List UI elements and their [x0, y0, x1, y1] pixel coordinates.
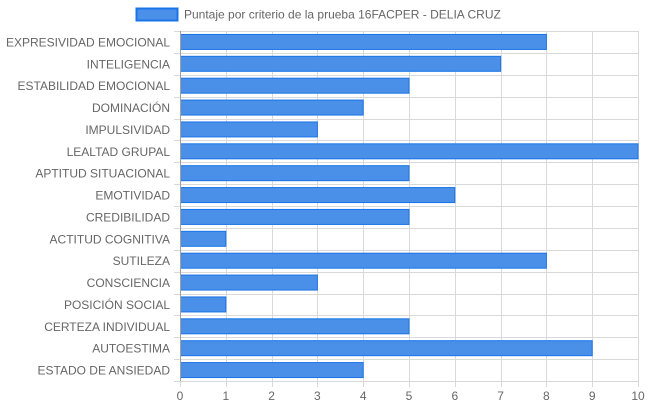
y-tick-label: ESTABILIDAD EMOCIONAL	[18, 79, 171, 93]
y-tick-label: EXPRESIVIDAD EMOCIONAL	[6, 35, 170, 49]
y-tick-labels: EXPRESIVIDAD EMOCIONAL INTELIGENCIA ESTABI…	[6, 35, 170, 377]
bar	[180, 252, 547, 269]
x-tick-label: 7	[497, 389, 504, 403]
x-tick-label: 5	[406, 389, 413, 403]
bar	[180, 143, 639, 160]
y-tick-label: CERTEZA INDIVIDUAL	[44, 320, 170, 334]
x-tick-label: 3	[314, 389, 321, 403]
y-tick-label: AUTOESTIMA	[92, 342, 170, 356]
bar	[180, 121, 318, 138]
y-tick-label: APTITUD SITUACIONAL	[35, 167, 170, 181]
bar	[180, 340, 593, 357]
bar	[180, 230, 227, 247]
y-tick-label: CREDIBILIDAD	[86, 210, 170, 224]
y-tick-label: EMOTIVIDAD	[95, 189, 170, 203]
bar	[180, 318, 410, 335]
bar	[180, 55, 502, 72]
bar	[180, 165, 410, 182]
bar	[180, 362, 364, 379]
y-tick-label: SUTILEZA	[113, 254, 170, 268]
x-tick-label: 1	[222, 389, 229, 403]
legend-label: Puntaje por criterio de la prueba 16FACP…	[184, 8, 501, 22]
legend: Puntaje por criterio de la prueba 16FACP…	[135, 7, 501, 22]
bar	[180, 208, 410, 225]
bar	[180, 77, 410, 94]
legend-swatch	[135, 7, 179, 22]
y-tick-label: ACTITUD COGNITIVA	[50, 232, 170, 246]
bar	[180, 274, 318, 291]
bar	[180, 99, 364, 116]
y-tick-label: IMPULSIVIDAD	[85, 123, 170, 137]
bar	[180, 296, 227, 313]
y-tick-label: LEALTAD GRUPAL	[67, 145, 171, 159]
x-tick-label: 10	[631, 389, 645, 403]
x-tick-labels: 0 1 2 3 4 5 6 7 8 9 10	[177, 389, 645, 403]
y-tick-label: INTELIGENCIA	[87, 57, 170, 71]
y-tick-label: POSICIÓN SOCIAL	[64, 297, 170, 312]
bars	[180, 33, 639, 379]
x-tick-label: 0	[177, 389, 184, 403]
x-tick-label: 6	[451, 389, 458, 403]
y-tick-label: DOMINACIÓN	[92, 100, 170, 115]
y-tick-label: ESTADO DE ANSIEDAD	[38, 364, 171, 378]
y-tick-label: CONSCIENCIA	[87, 276, 170, 290]
x-tick-label: 9	[589, 389, 596, 403]
bar	[180, 33, 547, 50]
x-tick-label: 8	[543, 389, 550, 403]
bar	[180, 187, 456, 204]
x-tick-label: 4	[360, 389, 367, 403]
x-tick-label: 2	[268, 389, 275, 403]
